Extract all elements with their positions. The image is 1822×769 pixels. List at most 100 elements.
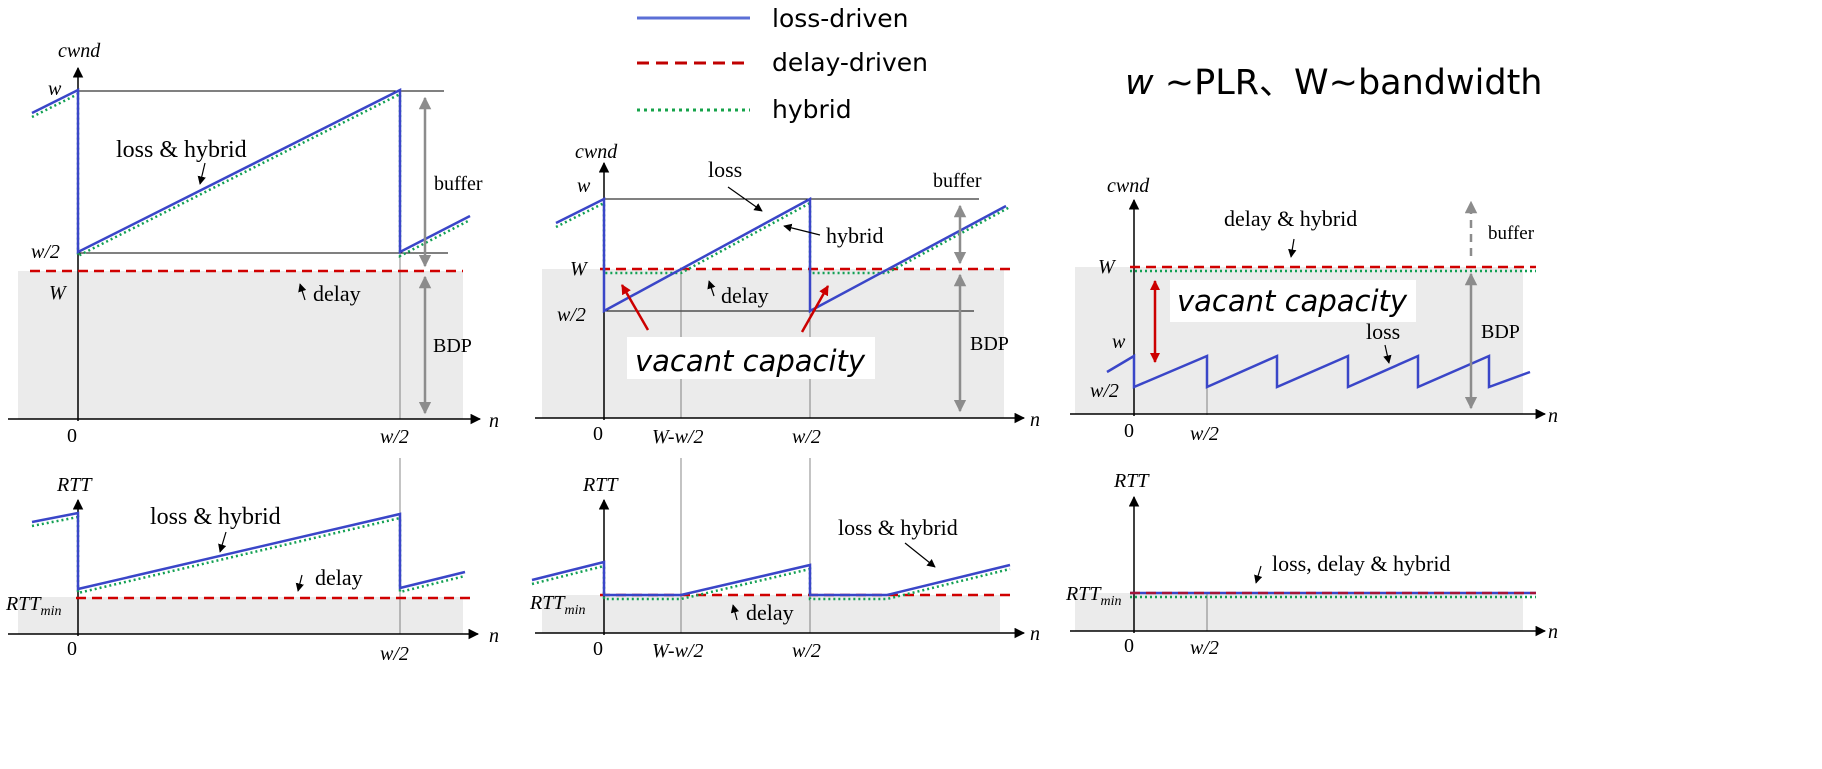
- zero-label: 0: [593, 423, 603, 445]
- vacant-box: [627, 337, 875, 379]
- loss-hybrid-label: loss & hybrid: [150, 504, 281, 530]
- w-minus-label: W-w/2: [652, 426, 703, 448]
- buffer-label: buffer: [1488, 223, 1535, 244]
- vacant-box: [1170, 280, 1416, 322]
- loss-pointer: [1383, 344, 1392, 364]
- rtt-label: RTT: [582, 474, 619, 496]
- w-half-label: w/2: [31, 241, 60, 263]
- delay-pointer: [295, 574, 304, 592]
- all-label: loss, delay & hybrid: [1272, 551, 1450, 576]
- relation-note-w: w: [1125, 63, 1154, 103]
- n-label: n: [1030, 409, 1040, 431]
- relation-note: w ~PLR、W~bandwidth: [1125, 63, 1543, 103]
- vacant-arrow-1: [620, 284, 650, 331]
- w-half-tick-label: w/2: [792, 640, 821, 662]
- loss-hybrid-pointer: [904, 542, 936, 568]
- w-half-label: w/2: [557, 304, 586, 326]
- w-label: w: [48, 78, 62, 100]
- hybrid-line: [531, 564, 1011, 601]
- rtt-min-label: RTTmin: [1065, 583, 1121, 609]
- rtt-label: RTT: [56, 474, 93, 496]
- w-label: w: [577, 175, 591, 197]
- vacant-capacity-label: vacant capacity: [1177, 284, 1408, 318]
- big-w-label: W: [570, 258, 589, 280]
- rtt-min-sub: min: [1100, 594, 1121, 609]
- all-pointer: [1254, 565, 1263, 584]
- rtt-min-area: [542, 595, 1000, 633]
- loss-hybrid-pointer: [197, 162, 206, 185]
- hybrid-pointer: [783, 223, 821, 236]
- delay-hybrid-label: delay & hybrid: [1224, 206, 1357, 231]
- delay-pointer: [730, 604, 740, 621]
- relation-note-text: ~PLR、W~bandwidth: [1154, 63, 1543, 103]
- n-label: n: [489, 625, 499, 647]
- panel-3-cwnd: cwnd W w w/2 0 w/2 n delay & hybrid buff…: [1070, 175, 1558, 445]
- buffer-label: buffer: [933, 170, 982, 192]
- w-half-tick-label: w/2: [792, 426, 821, 448]
- zero-label: 0: [1124, 635, 1134, 657]
- cwnd-label: cwnd: [1107, 175, 1150, 197]
- rtt-min-label: RTTmin: [529, 592, 585, 618]
- rtt-min-sub: min: [40, 604, 61, 619]
- loss-pointer: [727, 186, 763, 212]
- delay-label: delay: [313, 281, 361, 306]
- loss-line: [31, 511, 466, 591]
- loss-hybrid-pointer: [218, 531, 227, 553]
- rtt-min-area: [18, 597, 463, 634]
- cwnd-label: cwnd: [58, 40, 101, 62]
- big-w-label: W: [49, 282, 68, 304]
- legend-delay-label: delay-driven: [772, 48, 928, 77]
- legend-hybrid-label: hybrid: [772, 95, 852, 124]
- n-label: n: [1030, 623, 1040, 645]
- rtt-min-area: [1075, 593, 1523, 631]
- n-label: n: [489, 410, 499, 432]
- w-half-label: w/2: [1090, 380, 1119, 402]
- panel-2-rtt: RTT RTTmin 0 W-w/2 w/2 n loss & hybrid d…: [529, 458, 1040, 662]
- cwnd-label: cwnd: [575, 141, 618, 163]
- w-half-tick-label: w/2: [1190, 637, 1219, 659]
- rtt-min-label: RTTmin: [5, 593, 61, 619]
- congestion-control-diagram: loss-driven delay-driven hybrid w ~PLR、W…: [5, 4, 1558, 664]
- delay-pointer: [298, 283, 307, 301]
- loss-label: loss: [708, 157, 742, 182]
- n-label: n: [1548, 405, 1558, 427]
- delay-label: delay: [746, 600, 794, 625]
- zero-label: 0: [1124, 420, 1134, 442]
- bdp-label: BDP: [1481, 321, 1520, 343]
- hybrid-label: hybrid: [826, 223, 883, 248]
- w-label: w: [1112, 331, 1126, 353]
- vacant-capacity-label: vacant capacity: [635, 344, 866, 378]
- big-w-label: W: [1098, 256, 1117, 278]
- loss-line: [31, 87, 471, 255]
- rtt-min-main: RTT: [1065, 583, 1102, 605]
- delay-label: delay: [315, 565, 363, 590]
- delay-pointer: [707, 280, 716, 297]
- hybrid-line: [31, 91, 471, 259]
- panel-2-cwnd: cwnd w W w/2 0 W-w/2 w/2 n loss hybrid b…: [535, 141, 1040, 448]
- loss-hybrid-label: loss & hybrid: [116, 137, 247, 163]
- panel-1-rtt: RTT RTTmin 0 w/2 n loss & hybrid delay: [5, 458, 499, 664]
- vacant-arrow-2: [800, 285, 830, 333]
- panel-3-rtt: RTT RTTmin 0 w/2 n loss, delay & hybrid: [1065, 470, 1558, 659]
- loss-line: [531, 560, 1011, 597]
- bdp-label: BDP: [970, 333, 1009, 355]
- rtt-min-main: RTT: [529, 592, 566, 614]
- buffer-label: buffer: [434, 173, 483, 195]
- loss-line: [555, 196, 1007, 314]
- bdp-label: BDP: [433, 335, 472, 357]
- panel-1-cwnd: cwnd w w/2 W 0 w/2 n loss & hybrid buffe…: [8, 40, 499, 448]
- zero-label: 0: [67, 638, 77, 660]
- delay-hybrid-pointer: [1288, 238, 1297, 258]
- w-half-tick-label: w/2: [1190, 423, 1219, 445]
- loss-label: loss: [1366, 319, 1400, 344]
- rtt-min-sub: min: [564, 603, 585, 618]
- zero-label: 0: [67, 425, 77, 447]
- w-half-tick-label: w/2: [380, 643, 409, 664]
- legend-loss-label: loss-driven: [772, 4, 908, 33]
- delay-label: delay: [721, 283, 769, 308]
- rtt-label: RTT: [1113, 470, 1150, 492]
- legend: loss-driven delay-driven hybrid: [637, 4, 928, 124]
- w-minus-label: W-w/2: [652, 640, 703, 662]
- n-label: n: [1548, 621, 1558, 643]
- rtt-min-main: RTT: [5, 593, 42, 615]
